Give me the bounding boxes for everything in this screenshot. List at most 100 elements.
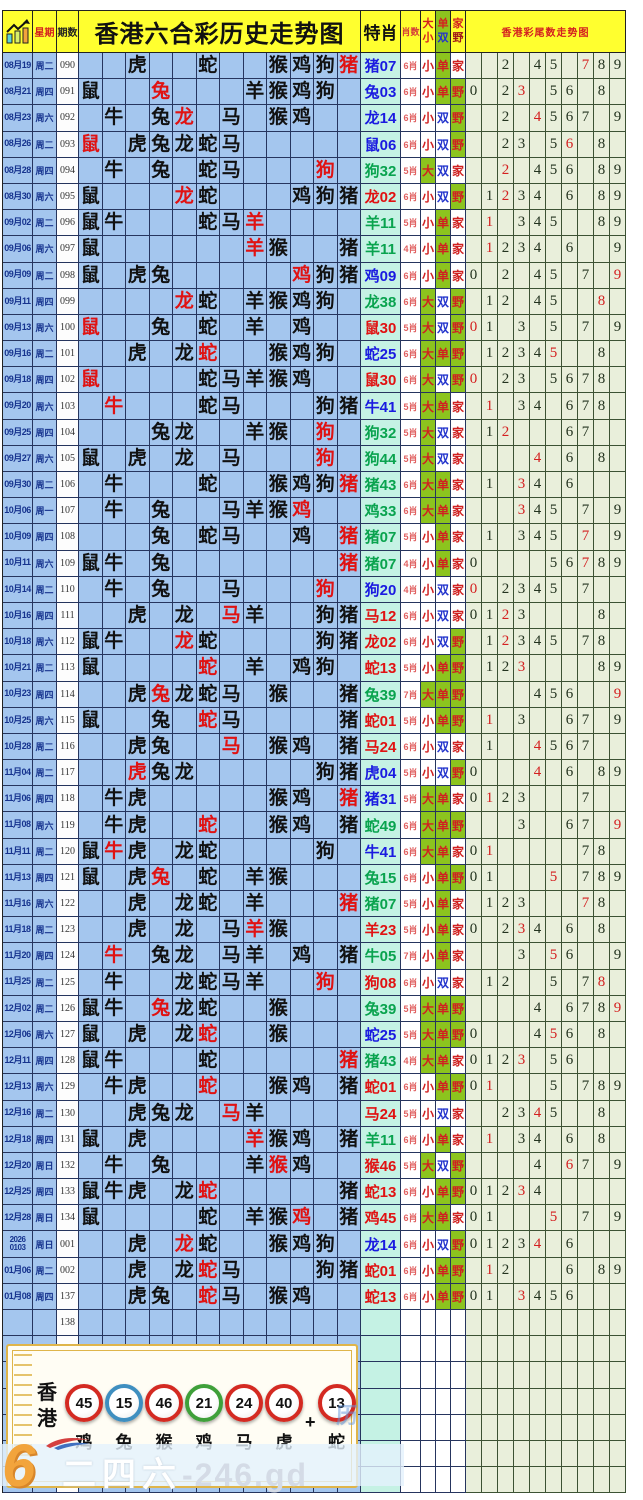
special-zodiac-cell: 蛇01 (361, 707, 401, 734)
date-cell: 10月25 (3, 707, 33, 734)
zodiac-cell: 猴 (267, 367, 291, 394)
weekday-cell: 周四 (33, 1179, 57, 1206)
tail-digit-cell (514, 733, 530, 761)
home-wild-cell: 野 (451, 655, 466, 682)
zodiac-cell (267, 891, 291, 918)
zodiac-cell (102, 864, 126, 891)
period-cell: 123 (57, 917, 79, 944)
tail-digit-cell: 2 (498, 891, 514, 918)
tail-digit-cell: 8 (594, 655, 610, 682)
tail-digit-cell (546, 602, 562, 630)
weekday-cell: 周二 (33, 1100, 57, 1127)
zodiac-cell (126, 1048, 150, 1075)
zodiac-cell (220, 341, 244, 368)
tail-digit-cell: 7 (578, 367, 594, 394)
zodiac-cell (102, 445, 126, 472)
zodiac-count-cell: 5肖 (401, 1100, 421, 1127)
zodiac-cell (173, 367, 197, 394)
zodiac-cell: 猴 (267, 864, 291, 891)
odd-even-cell: 单 (436, 1205, 451, 1232)
home-wild-cell: 家 (451, 733, 466, 761)
zodiac-cell: 马 (220, 969, 244, 996)
home-wild-cell: 家 (451, 891, 466, 918)
big-small-cell: 大 (421, 812, 436, 839)
special-zodiac-cell: 羊11 (361, 210, 401, 237)
tail-digit-cell: 9 (610, 53, 626, 80)
weekday-cell: 周四 (33, 602, 57, 630)
zodiac-cell: 兔 (149, 131, 173, 158)
tail-digit-cell (482, 1388, 498, 1415)
date-cell: 08月21 (3, 79, 33, 106)
tail-digit-cell (578, 183, 594, 211)
tail-digit-cell (546, 1152, 562, 1180)
tail-digit-cell (546, 655, 562, 682)
header-period: 期数 (57, 11, 79, 53)
tail-digit-cell (498, 838, 514, 865)
odd-even-cell: 单 (436, 943, 451, 970)
tail-digit-cell (546, 917, 562, 944)
tail-digit-cell (594, 1205, 610, 1232)
trend-chart-icon (3, 11, 33, 53)
tail-digit-cell (578, 760, 594, 787)
draw-row: 09月25 周四 104 兔龙羊猴狗狗32 5肖大双家 1 2 6 7 (3, 419, 626, 446)
home-wild-cell (451, 1414, 466, 1441)
zodiac-cell: 鼠 (79, 210, 103, 237)
tail-digit-cell (498, 995, 514, 1022)
tail-digit-cell: 6 (562, 445, 578, 472)
zodiac-count-cell: 4肖 (401, 550, 421, 577)
zodiac-cell (220, 419, 244, 446)
zodiac-count-cell: 6肖 (401, 812, 421, 839)
odd-even-cell: 单 (436, 498, 451, 525)
special-zodiac-cell: 兔15 (361, 864, 401, 891)
zodiac-cell (102, 1310, 126, 1337)
tail-digit-cell: 4 (530, 1126, 546, 1153)
tail-digit-cell: 1 (482, 655, 498, 682)
zodiac-cell (79, 760, 103, 787)
tail-digit-cell (514, 838, 530, 865)
zodiac-cell: 蛇 (196, 393, 220, 420)
zodiac-count-cell: 6肖 (401, 79, 421, 106)
zodiac-cell (173, 157, 197, 184)
zodiac-cell (243, 786, 267, 813)
zodiac-cell: 狗 (314, 838, 338, 865)
odd-even-cell (436, 1467, 451, 1494)
zodiac-cell: 蛇 (196, 183, 220, 211)
tail-digit-cell (530, 1310, 546, 1337)
zodiac-cell (79, 891, 103, 918)
date-cell: 09月20 (3, 393, 33, 420)
zodiac-cell (267, 524, 291, 551)
tail-digit-cell (610, 969, 626, 996)
zodiac-cell: 鼠 (79, 864, 103, 891)
tail-digit-cell: 8 (594, 1257, 610, 1284)
zodiac-cell (102, 183, 126, 211)
zodiac-cell: 鸡 (290, 341, 314, 368)
zodiac-cell: 虎 (126, 1231, 150, 1258)
weekday-cell: 周四 (33, 288, 57, 315)
zodiac-cell (314, 1021, 338, 1049)
draw-row: 11月08 周六 119 牛虎蛇猴鸡猪蛇49 6肖大单野 3 6 7 9 (3, 812, 626, 839)
draw-row: 09月02 周二 096 鼠牛蛇马羊羊11 5肖小单家 1 3 4 5 8 9 (3, 210, 626, 237)
zodiac-cell (243, 812, 267, 839)
tail-digit-cell: 6 (562, 105, 578, 132)
zodiac-cell (196, 1310, 220, 1337)
tail-digit-cell (498, 393, 514, 420)
period-cell: 121 (57, 864, 79, 891)
zodiac-count-cell: 5肖 (401, 995, 421, 1022)
tail-digit-cell (546, 1388, 562, 1415)
special-zodiac-cell: 兔39 (361, 681, 401, 708)
tail-digit-cell: 5 (546, 1283, 562, 1310)
zodiac-cell: 虎 (126, 1283, 150, 1310)
tail-digit-cell: 2 (498, 1179, 514, 1206)
tail-digit-cell (482, 105, 498, 132)
tail-digit-cell: 9 (610, 707, 626, 734)
tail-digit-cell: 9 (610, 262, 626, 289)
tail-digit-cell (498, 1388, 514, 1415)
zodiac-cell: 羊 (243, 917, 267, 944)
odd-even-cell: 单 (436, 681, 451, 708)
tail-digit-cell: 6 (562, 760, 578, 787)
special-zodiac-cell (361, 1414, 401, 1441)
home-wild-cell: 家 (451, 210, 466, 237)
zodiac-cell (290, 864, 314, 891)
tail-digit-cell: 8 (594, 393, 610, 420)
big-small-cell: 小 (421, 131, 436, 158)
